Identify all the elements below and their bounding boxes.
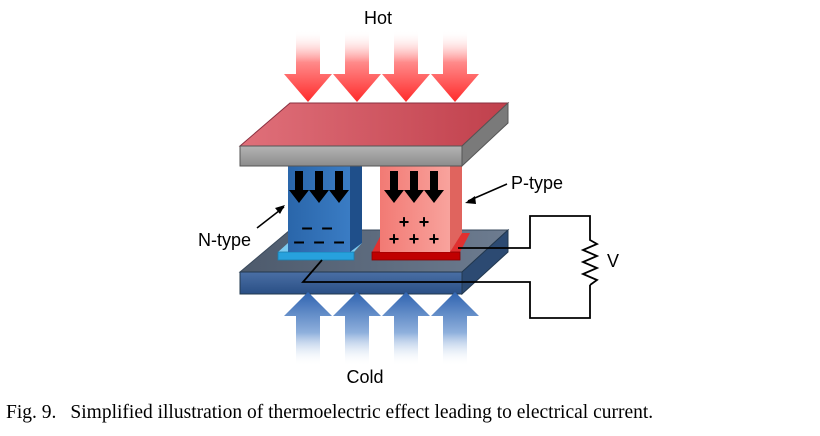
hot-arrow <box>431 30 479 102</box>
hot-plate-top <box>238 102 510 147</box>
n-type-label: N-type <box>198 230 251 250</box>
cold-arrow <box>382 292 430 366</box>
plus-sign: + <box>399 212 410 232</box>
n-charges: – – – – – <box>293 217 344 253</box>
resistor <box>580 236 600 286</box>
hot-label: Hot <box>364 8 392 28</box>
p-leg-side <box>450 154 462 252</box>
cold-plate <box>238 228 510 296</box>
n-type-pointer-head <box>275 205 285 214</box>
cold-label: Cold <box>346 367 383 387</box>
minus-sign: – <box>333 231 344 253</box>
p-down-arrow <box>384 171 404 203</box>
p-type-label: P-type <box>511 173 563 193</box>
minus-sign: – <box>313 231 324 253</box>
hot-arrows <box>284 30 479 102</box>
hot-plate-front <box>239 145 463 167</box>
figure-caption: Fig. 9. Simplified illustration of thermo… <box>6 402 818 424</box>
plus-sign: + <box>389 229 400 249</box>
wire-p-leg <box>458 215 591 249</box>
p-type-pointer-head <box>465 196 476 204</box>
n-leg-arrows <box>289 171 349 203</box>
minus-sign: – <box>301 217 312 239</box>
hot-plate <box>238 101 510 168</box>
caption-text: Simplified illustration of thermoelectri… <box>70 402 654 423</box>
voltage-label: V <box>607 251 619 271</box>
n-down-arrow <box>329 171 349 203</box>
hot-arrow <box>382 30 430 102</box>
cold-plate-front <box>239 271 463 295</box>
hot-arrow <box>284 30 332 102</box>
p-down-arrow <box>404 171 424 203</box>
n-down-arrow <box>309 171 329 203</box>
plus-sign: + <box>419 212 430 232</box>
cold-arrow <box>431 292 479 366</box>
plus-sign: + <box>429 229 440 249</box>
minus-sign: – <box>321 217 332 239</box>
p-charges: + + + + + <box>389 212 440 249</box>
figure-number: Fig. 9. <box>6 402 57 423</box>
p-down-arrow <box>424 171 444 203</box>
hot-arrow <box>333 30 381 102</box>
cold-arrow <box>333 292 381 366</box>
n-down-arrow <box>289 171 309 203</box>
p-leg-arrows <box>384 171 444 203</box>
plus-sign: + <box>409 229 420 249</box>
cold-arrow <box>284 292 332 366</box>
n-leg-side <box>350 154 362 252</box>
cold-arrows <box>284 292 479 366</box>
wire-n-leg <box>301 259 591 319</box>
minus-sign: – <box>293 231 304 253</box>
